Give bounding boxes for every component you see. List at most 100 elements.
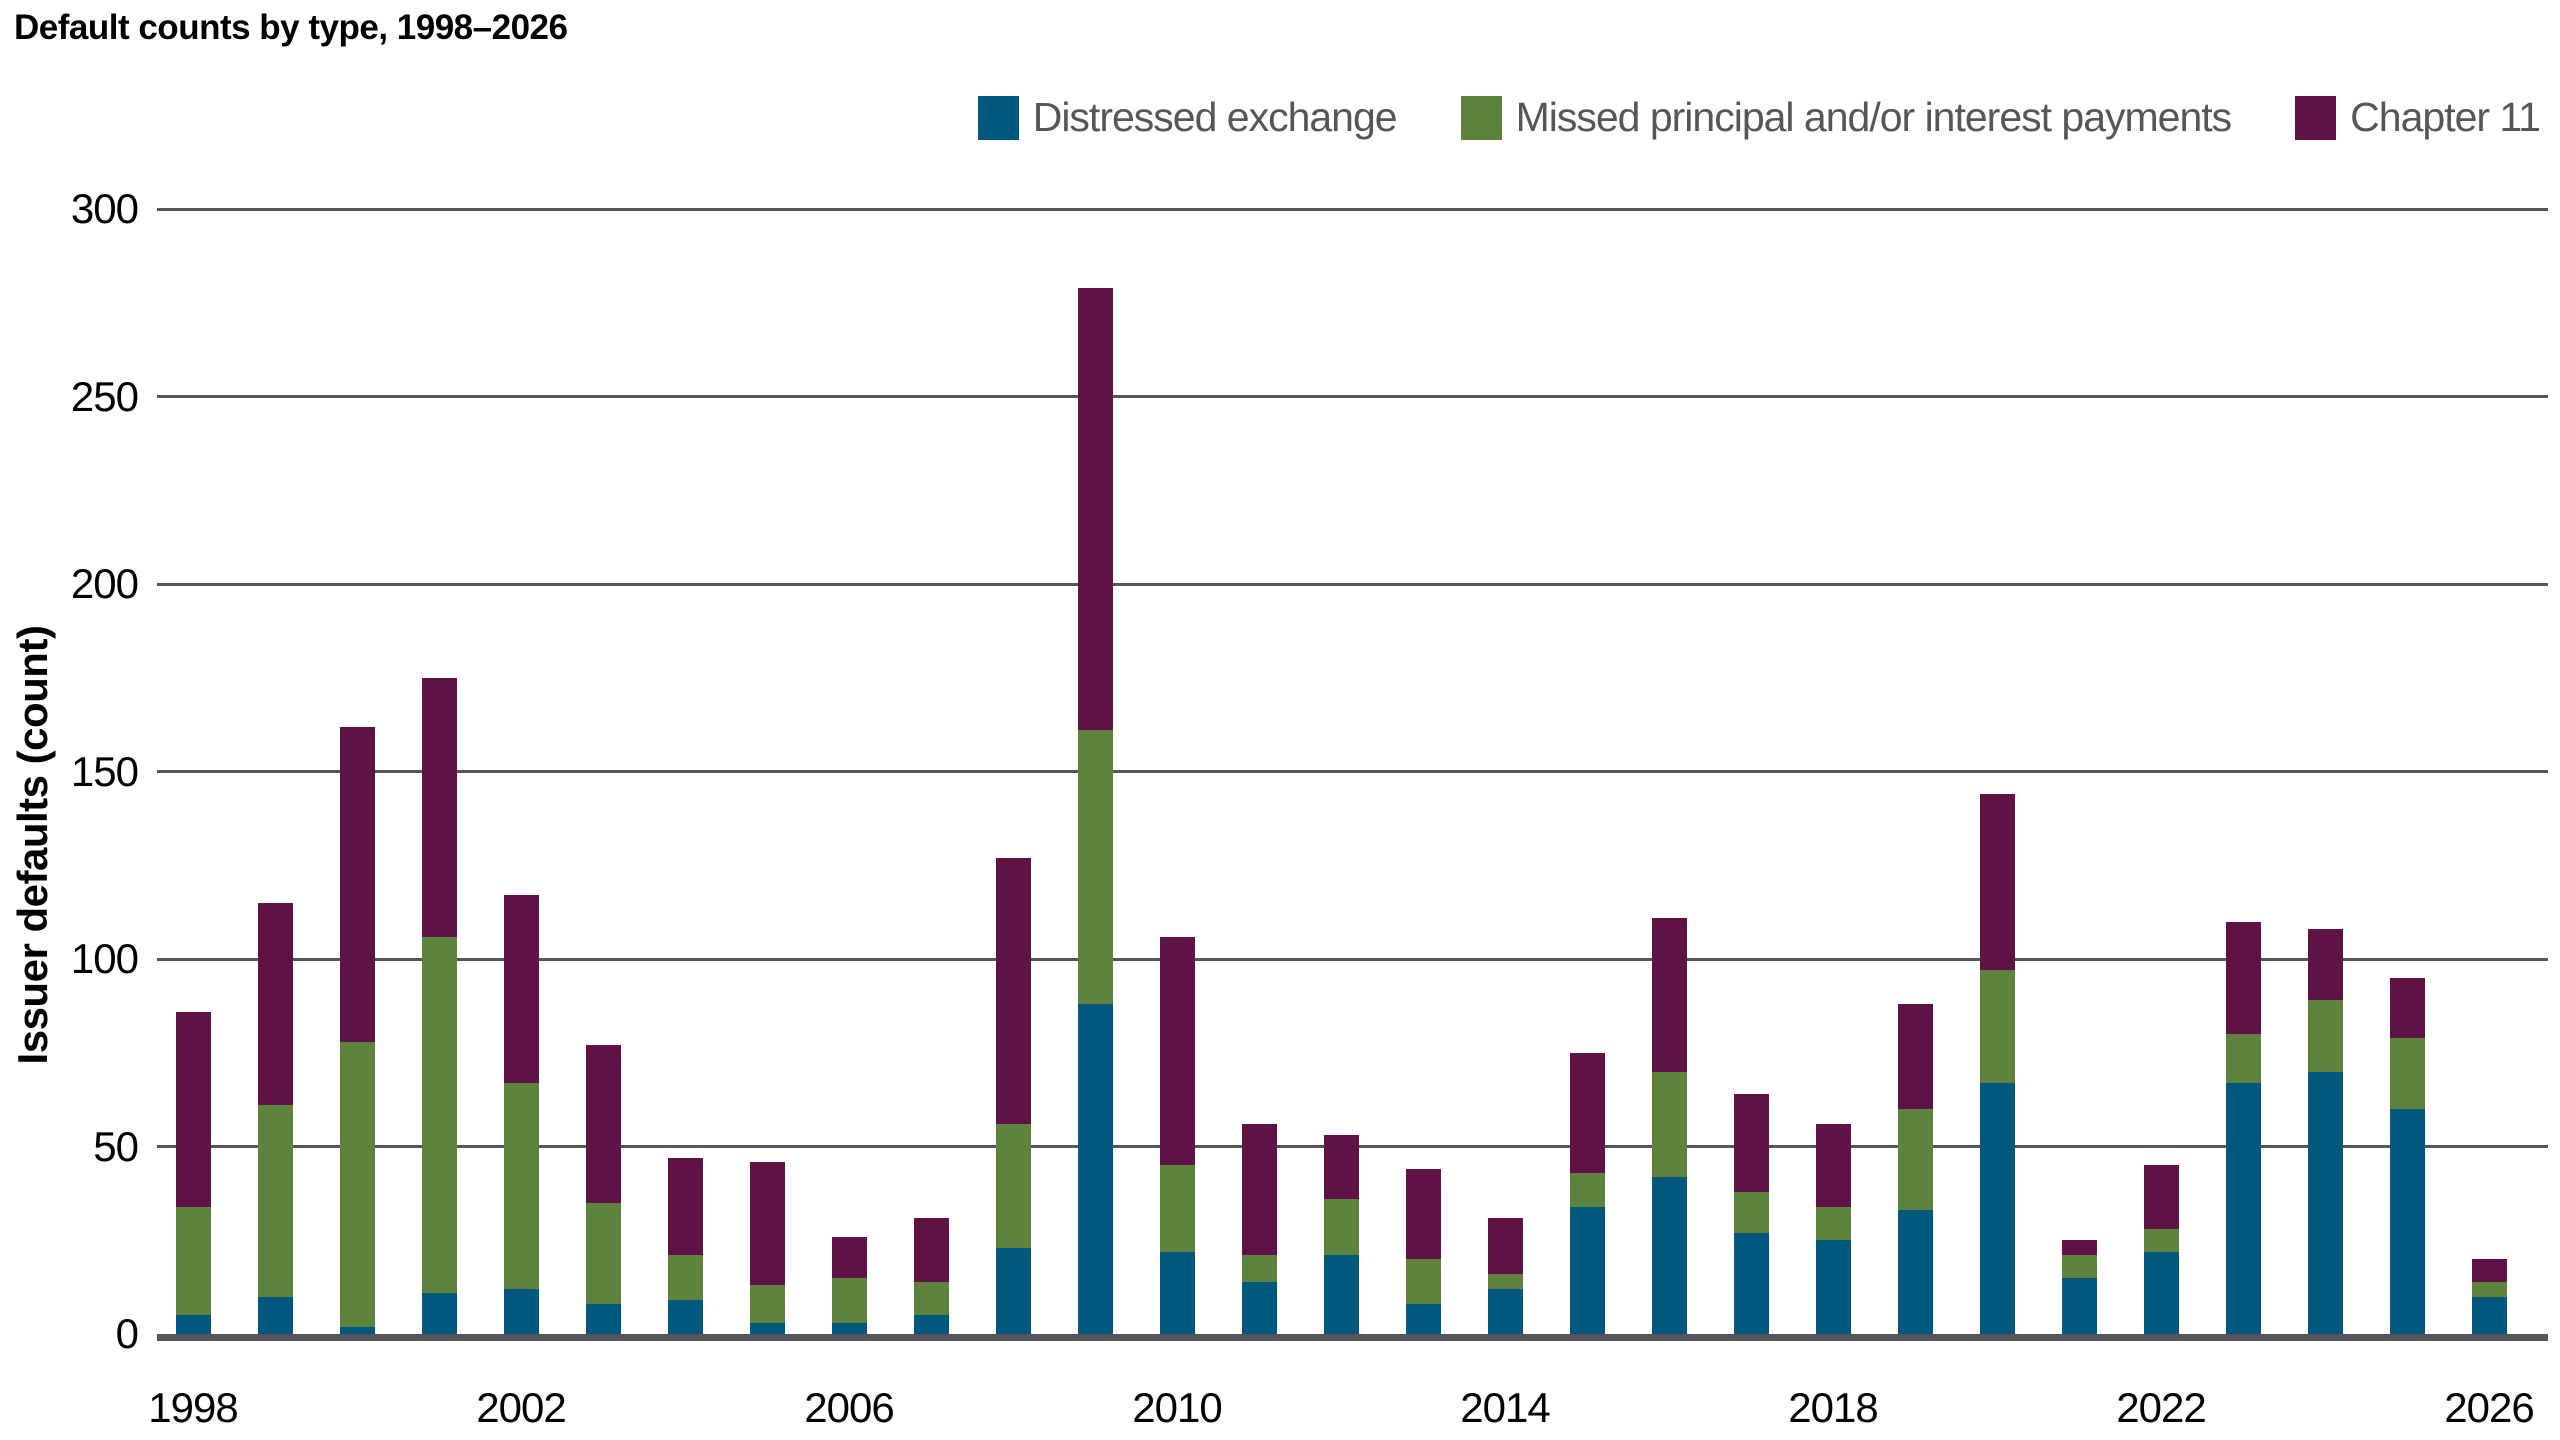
x-tick-label-2018: 2018 [1788, 1384, 1878, 1431]
segment-2005-distressed-exchange [749, 1322, 785, 1334]
segment-2002-distressed-exchange [503, 1289, 539, 1334]
segment-1998-distressed-exchange [175, 1315, 211, 1334]
segment-2005-chapter-11 [749, 1161, 785, 1286]
bar-2025 [2389, 977, 2425, 1334]
segment-2025-distressed-exchange [2389, 1109, 2425, 1334]
bar-2023 [2225, 921, 2261, 1334]
segment-2017-chapter-11 [1733, 1094, 1769, 1192]
bar-2013 [1405, 1169, 1441, 1334]
y-tick-label-200: 200 [70, 560, 139, 607]
gridline-150 [157, 770, 2548, 773]
bar-2016 [1651, 917, 1687, 1334]
x-tick-label-2006: 2006 [804, 1384, 894, 1431]
segment-2016-chapter-11 [1651, 917, 1687, 1072]
segment-2013-chapter-11 [1405, 1169, 1441, 1259]
segment-2008-chapter-11 [995, 857, 1031, 1124]
segment-2011-missed-principal-and-or-interest-payments [1241, 1255, 1277, 1282]
segment-2022-distressed-exchange [2143, 1251, 2179, 1334]
bar-2026 [2471, 1259, 2507, 1334]
segment-2020-chapter-11 [1979, 794, 2015, 971]
segment-2019-distressed-exchange [1897, 1210, 1933, 1334]
segment-2015-distressed-exchange [1569, 1206, 1605, 1334]
bar-1998 [175, 1011, 211, 1334]
segment-2000-missed-principal-and-or-interest-payments [339, 1041, 375, 1327]
legend-swatch-missed-payments [1460, 95, 1502, 140]
y-tick-label-100: 100 [70, 935, 139, 982]
segment-1998-chapter-11 [175, 1011, 211, 1207]
segment-2003-missed-principal-and-or-interest-payments [585, 1202, 621, 1304]
segment-2001-distressed-exchange [421, 1292, 457, 1334]
x-tick-label-1998: 1998 [148, 1384, 238, 1431]
legend-label-chapter-11: Chapter 11 [2350, 94, 2541, 140]
legend-label-missed-payments: Missed principal and/or interest payment… [1515, 94, 2233, 140]
legend-swatch-distressed-exchange [977, 95, 1019, 140]
x-tick-label-2002: 2002 [476, 1384, 566, 1431]
x-tick-label-2010: 2010 [1132, 1384, 1222, 1431]
segment-2009-missed-principal-and-or-interest-payments [1077, 730, 1113, 1004]
bar-2009 [1077, 287, 1113, 1334]
segment-1999-distressed-exchange [257, 1296, 293, 1334]
bar-2018 [1815, 1124, 1851, 1334]
segment-2007-chapter-11 [913, 1217, 949, 1282]
segment-2012-missed-principal-and-or-interest-payments [1323, 1199, 1359, 1256]
bar-2017 [1733, 1094, 1769, 1334]
bar-2012 [1323, 1135, 1359, 1334]
segment-2015-chapter-11 [1569, 1052, 1605, 1173]
segment-2022-missed-principal-and-or-interest-payments [2143, 1229, 2179, 1252]
x-tick-label-2014: 2014 [1460, 1384, 1550, 1431]
y-tick-label-300: 300 [70, 185, 139, 232]
segment-2011-chapter-11 [1241, 1124, 1277, 1256]
segment-2001-chapter-11 [421, 677, 457, 937]
segment-2019-chapter-11 [1897, 1004, 1933, 1109]
bar-2022 [2143, 1165, 2179, 1334]
segment-2023-chapter-11 [2225, 921, 2261, 1034]
segment-2023-distressed-exchange [2225, 1082, 2261, 1334]
segment-2020-distressed-exchange [1979, 1082, 2015, 1334]
y-tick-label-50: 50 [93, 1122, 139, 1170]
segment-2020-missed-principal-and-or-interest-payments [1979, 970, 2015, 1083]
segment-2003-distressed-exchange [585, 1304, 621, 1334]
bar-2002 [503, 895, 539, 1334]
segment-2002-missed-principal-and-or-interest-payments [503, 1082, 539, 1289]
segment-2006-missed-principal-and-or-interest-payments [831, 1277, 867, 1323]
x-tick-label-2026: 2026 [2444, 1384, 2534, 1431]
segment-2023-missed-principal-and-or-interest-payments [2225, 1034, 2261, 1083]
bar-2015 [1569, 1052, 1605, 1334]
segment-2021-distressed-exchange [2061, 1277, 2097, 1334]
bar-2019 [1897, 1004, 1933, 1334]
segment-2004-missed-principal-and-or-interest-payments [667, 1255, 703, 1301]
legend: Distressed exchange Missed principal and… [977, 94, 2541, 141]
bar-2004 [667, 1157, 703, 1334]
segment-2008-missed-principal-and-or-interest-payments [995, 1124, 1031, 1248]
segment-2011-distressed-exchange [1241, 1281, 1277, 1334]
segment-2012-distressed-exchange [1323, 1255, 1359, 1334]
bar-2014 [1487, 1217, 1523, 1334]
y-tick-label-150: 150 [70, 747, 139, 795]
gridline-0 [157, 1334, 2548, 1341]
legend-swatch-chapter-11 [2295, 95, 2337, 140]
bar-2020 [1979, 794, 2015, 1334]
segment-2010-missed-principal-and-or-interest-payments [1159, 1165, 1195, 1252]
segment-2024-missed-principal-and-or-interest-payments [2307, 1000, 2343, 1072]
segment-2005-missed-principal-and-or-interest-payments [749, 1285, 785, 1323]
segment-2017-distressed-exchange [1733, 1232, 1769, 1334]
segment-2000-chapter-11 [339, 726, 375, 1042]
gridline-200 [157, 582, 2548, 586]
segment-1999-chapter-11 [257, 902, 293, 1106]
segment-2025-chapter-11 [2389, 977, 2425, 1038]
segment-2016-distressed-exchange [1651, 1176, 1687, 1334]
gridline-100 [157, 957, 2548, 961]
segment-2021-chapter-11 [2061, 1240, 2097, 1256]
segment-2024-chapter-11 [2307, 929, 2343, 1001]
segment-2021-missed-principal-and-or-interest-payments [2061, 1255, 2097, 1278]
legend-item-chapter-11: Chapter 11 [2295, 94, 2541, 141]
segment-2002-chapter-11 [503, 895, 539, 1083]
legend-label-distressed-exchange: Distressed exchange [1032, 94, 1398, 140]
segment-2026-chapter-11 [2471, 1259, 2507, 1282]
segment-2017-missed-principal-and-or-interest-payments [1733, 1191, 1769, 1233]
bar-2010 [1159, 936, 1195, 1334]
bar-1999 [257, 902, 293, 1334]
segment-2014-missed-principal-and-or-interest-payments [1487, 1274, 1523, 1289]
segment-2025-missed-principal-and-or-interest-payments [2389, 1037, 2425, 1109]
